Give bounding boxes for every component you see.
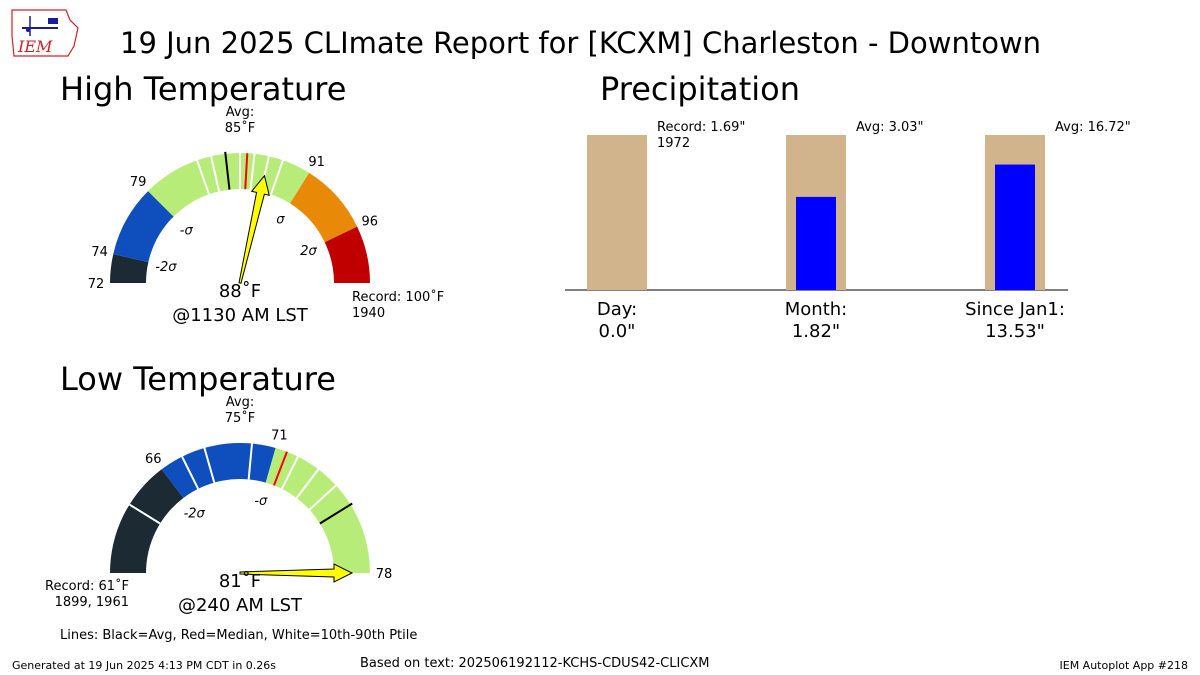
sigma-label: -σ (254, 494, 268, 509)
gauge-band-66-71 (161, 443, 276, 498)
sigma-label: -σ (180, 223, 194, 238)
record-year: 1940 (352, 306, 385, 321)
generated-timestamp: Generated at 19 Jun 2025 4:13 PM CDT in … (12, 659, 277, 672)
record-label: Record: 61˚F (45, 578, 129, 594)
precipitation-heading: Precipitation (600, 70, 801, 108)
low-temperature-heading: Low Temperature (60, 360, 336, 398)
precip-category-value: 0.0" (599, 321, 636, 342)
observed-needle (239, 563, 354, 583)
average-value-label: 85˚F (225, 120, 256, 136)
observed-needle (238, 174, 270, 284)
high-temperature-heading: High Temperature (60, 70, 347, 108)
observed-value: 81˚F (219, 571, 261, 592)
gauge-tick-label: 66 (145, 452, 162, 467)
percentile-line (249, 153, 256, 190)
gauge-tick-label: 79 (130, 175, 147, 190)
precip-annotation: Avg: 3.03" (856, 120, 924, 135)
percentile-line (281, 456, 299, 490)
gauge-tick-label: 91 (308, 155, 325, 170)
average-line (224, 151, 231, 190)
gauge-band-96-100 (324, 226, 370, 283)
average-label: Avg: (226, 105, 254, 120)
gauge-tick-label: 74 (91, 245, 108, 260)
logo-text: IEM (17, 37, 53, 56)
median-line (244, 153, 249, 190)
precip-category-value: 13.53" (985, 321, 1045, 342)
gauge-tick-label: 71 (271, 428, 288, 443)
report-title: 19 Jun 2025 CLImate Report for [KCXM] Ch… (120, 26, 1042, 60)
sigma-label: -2σ (184, 506, 206, 521)
percentile-line (203, 447, 216, 483)
percentile-line (181, 456, 199, 490)
average-label: Avg: (226, 395, 254, 410)
line-legend: Lines: Black=Avg, Red=Median, White=10th… (60, 628, 418, 643)
precip-observed-bar (796, 196, 836, 290)
precip-reference-bar (587, 135, 647, 290)
precip-observed-bar (995, 164, 1035, 290)
percentile-line (295, 468, 320, 499)
gauge-band-91-96 (290, 172, 358, 243)
percentile-line (210, 156, 221, 192)
precip-annotation: Record: 1.69" (657, 120, 745, 135)
precip-category-label: Month: (785, 299, 847, 320)
percentile-line (270, 159, 284, 195)
precip-annotation-year: 1972 (657, 136, 690, 151)
average-line (319, 502, 353, 525)
percentile-line (247, 443, 253, 480)
record-label: Record: 100˚F (352, 289, 444, 305)
observation-time: @240 AM LST (178, 595, 303, 616)
observation-time: @1130 AM LST (172, 305, 309, 326)
gauge-tick-label: 96 (361, 215, 378, 230)
gauge-band-71-78 (265, 447, 370, 573)
precip-category-label: Since Jan1: (965, 299, 1065, 320)
percentile-line (128, 503, 161, 525)
median-line (273, 451, 288, 486)
record-year: 1899, 1961 (55, 595, 129, 610)
source-text-id: Based on text: 202506192112-KCHS-CDUS42-… (360, 656, 710, 671)
gauge-tick-label: 72 (88, 277, 105, 292)
precip-category-value: 1.82" (792, 321, 840, 342)
percentile-line (196, 159, 210, 195)
gauge-band-72-74 (110, 254, 149, 283)
average-value-label: 75˚F (225, 410, 256, 426)
percentile-line (308, 484, 337, 511)
gauge-band-74-79 (113, 191, 174, 263)
iem-logo: IEM (11, 9, 79, 57)
sigma-label: -2σ (155, 260, 177, 275)
observed-value: 88˚F (219, 281, 261, 302)
sigma-label: 2σ (300, 244, 317, 259)
sigma-label: σ (276, 213, 285, 228)
precip-category-label: Day: (597, 299, 637, 320)
gauge-tick-label: 78 (376, 567, 393, 582)
autoplot-app-label: IEM Autoplot App #218 (1059, 659, 1189, 672)
precip-annotation: Avg: 16.72" (1055, 120, 1131, 135)
gauge-band-61-66 (110, 469, 184, 573)
